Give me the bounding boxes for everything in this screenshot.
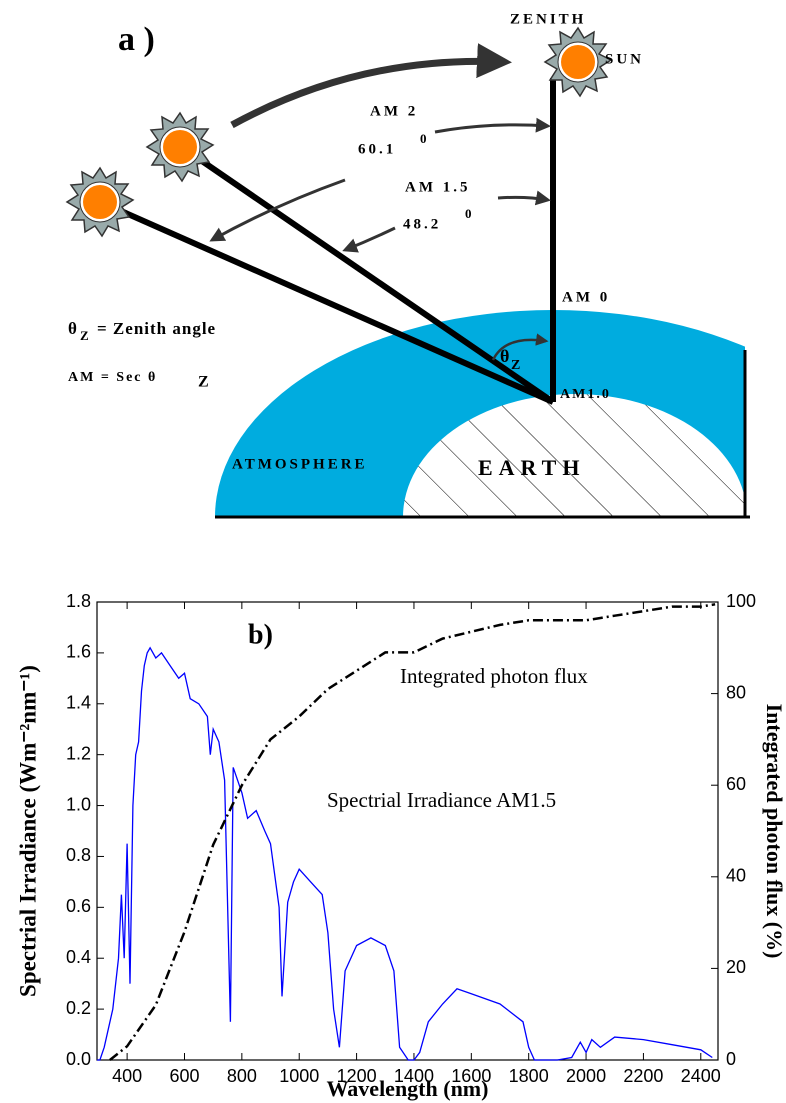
y-tick-label: 1.0	[66, 794, 91, 814]
series-label: Spectrial Irradiance AM1.5	[327, 788, 556, 812]
y2-tick-label: 60	[726, 774, 746, 794]
sun-am15	[66, 167, 134, 237]
atmosphere-shape	[215, 310, 745, 517]
y2-axis-title: Integrated photon flux (%)	[762, 704, 786, 959]
y2-tick-label: 100	[726, 591, 756, 611]
theta-angle-subscript: Z	[511, 358, 520, 373]
y2-tick-label: 40	[726, 866, 746, 886]
sun-rays	[101, 78, 556, 405]
x-tick-label: 1400	[394, 1066, 434, 1086]
x-tick-label: 1000	[279, 1066, 319, 1086]
panel-label: a )	[118, 21, 155, 58]
series-line	[109, 603, 716, 1061]
sun-label: SUN	[605, 51, 644, 67]
am-sec-text: AM = Sec θ	[68, 370, 157, 385]
atmosphere-label: ATMOSPHERE	[232, 456, 368, 472]
am15-angle: 48.2	[403, 216, 441, 232]
y2-tick-label: 20	[726, 957, 746, 977]
panel-label: b)	[248, 619, 273, 650]
theta-subscript: Z	[80, 328, 92, 343]
x-tick-label: 1200	[337, 1066, 377, 1086]
earth-label: EARTH	[478, 455, 585, 480]
x-tick-label: 2200	[623, 1066, 663, 1086]
series-label: Integrated photon flux	[400, 664, 588, 688]
x-tick-label: 600	[169, 1066, 199, 1086]
y-tick-label: 0.2	[66, 998, 91, 1018]
zenith-label: ZENITH	[510, 11, 586, 27]
theta-symbol: θ	[68, 319, 78, 338]
am10-label: AM1.0	[560, 387, 611, 402]
y-tick-label: 0.8	[66, 845, 91, 865]
sun-am2	[146, 112, 214, 182]
y-tick-label: 1.8	[66, 591, 91, 611]
x-tick-label: 1800	[509, 1066, 549, 1086]
am2-label: AM 2	[370, 103, 418, 119]
x-axis-title: Wavelength (nm)	[327, 1076, 489, 1101]
am15-degree: 0	[465, 206, 475, 221]
y-tick-label: 1.4	[66, 693, 91, 713]
x-tick-label: 1600	[451, 1066, 491, 1086]
x-tick-label: 2000	[566, 1066, 606, 1086]
y-axis-title: Spectrial Irradiance (Wm⁻²nm⁻¹)	[15, 665, 40, 997]
y-tick-label: 1.2	[66, 743, 91, 763]
chart: 400 600 800 1000 1200 1400 1600 1800 2000 2200 240…	[15, 591, 786, 1101]
y-tick-label: 0.4	[66, 947, 91, 967]
am-sec-subscript: Z	[198, 374, 212, 391]
zenith-angle-text: = Zenith angle	[97, 319, 216, 338]
x-tick-label: 400	[112, 1066, 142, 1086]
am15-label: AM 1.5	[405, 179, 471, 195]
y-tick-label: 1.6	[66, 642, 91, 662]
y-tick-label: 0.6	[66, 896, 91, 916]
y-tick-label: 0.0	[66, 1049, 91, 1069]
theta-angle: θ	[500, 346, 509, 366]
y2-tick-label: 0	[726, 1049, 736, 1069]
am2-degree: 0	[420, 131, 430, 146]
x-tick-label: 800	[227, 1066, 257, 1086]
series-line	[97, 646, 713, 1061]
y2-tick-label: 80	[726, 682, 746, 702]
arrows	[209, 43, 551, 361]
x-tick-label: 2400	[681, 1066, 721, 1086]
am2-angle: 60.1	[358, 141, 396, 157]
am0-label: AM 0	[562, 289, 610, 305]
